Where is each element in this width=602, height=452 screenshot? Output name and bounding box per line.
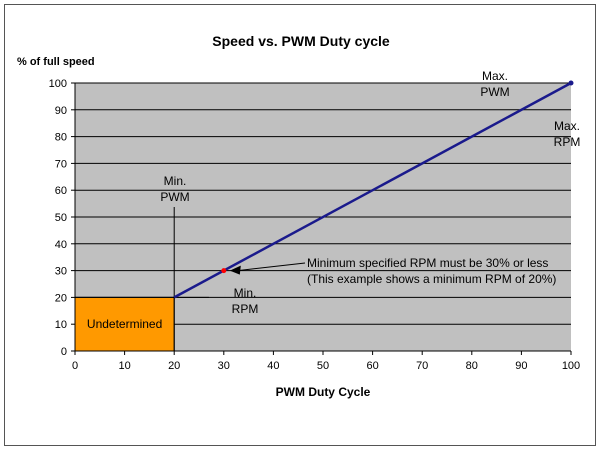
- grid-lines: [75, 82, 571, 325]
- speed-series-line: [173, 81, 572, 299]
- y-tick-label-100: 100: [49, 78, 67, 90]
- x-tick-label-100: 100: [562, 360, 580, 372]
- y-tick-label-30: 30: [55, 266, 67, 278]
- x-tick-label-30: 30: [218, 360, 230, 372]
- y-tick-label-50: 50: [55, 212, 67, 224]
- y-tick-label-90: 90: [55, 105, 67, 117]
- min-rpm-label-2: RPM: [232, 302, 259, 316]
- y-tick-label-70: 70: [55, 158, 67, 170]
- min-pwm-label-1: Min.: [164, 174, 187, 188]
- x-axis-label: PWM Duty Cycle: [276, 385, 371, 399]
- max-pwm-label-2: PWM: [480, 85, 509, 99]
- chart: Undetermined 0 10 20 30 40 50 60 70 80 90 100 0 10 2…: [5, 5, 595, 445]
- note-arrow: [237, 262, 306, 272]
- y-tick-label-80: 80: [55, 132, 67, 144]
- x-tick-label-20: 20: [168, 360, 180, 372]
- chart-frame: Undetermined 0 10 20 30 40 50 60 70 80 90 100 0 10 2…: [4, 4, 596, 446]
- x-tick-label-90: 90: [515, 360, 527, 372]
- undetermined-label: Undetermined: [87, 317, 162, 331]
- x-axis-ticks: 0 10 20 30 40 50 60 70 80 90 100: [72, 351, 580, 372]
- x-tick-label-10: 10: [118, 360, 130, 372]
- x-tick-label-80: 80: [466, 360, 478, 372]
- x-tick-label-50: 50: [317, 360, 329, 372]
- note-line-2: (This example shows a minimum RPM of 20%…: [307, 272, 556, 286]
- y-axis-ticks: 0 10 20 30 40 50 60 70 80 90 100: [49, 78, 75, 358]
- max-rpm-label-2: RPM: [554, 135, 581, 149]
- note-line-1: Minimum specified RPM must be 30% or les…: [307, 256, 548, 270]
- y-tick-label-60: 60: [55, 185, 67, 197]
- x-tick-label-0: 0: [72, 360, 78, 372]
- max-point-marker: [568, 80, 574, 86]
- min-30-marker: [221, 268, 227, 274]
- max-pwm-label-1: Max.: [482, 69, 508, 83]
- note-arrowhead: [229, 265, 241, 275]
- y-tick-label-0: 0: [61, 346, 67, 358]
- x-tick-label-70: 70: [416, 360, 428, 372]
- y-tick-label-40: 40: [55, 239, 67, 251]
- chart-title: Speed vs. PWM Duty cycle: [212, 33, 390, 49]
- max-rpm-label-1: Max.: [554, 119, 580, 133]
- y-tick-label-20: 20: [55, 292, 67, 304]
- x-tick-label-40: 40: [267, 360, 279, 372]
- x-tick-label-60: 60: [366, 360, 378, 372]
- y-axis-label: % of full speed: [17, 56, 95, 68]
- y-tick-label-10: 10: [55, 319, 67, 331]
- min-rpm-label-1: Min.: [234, 286, 257, 300]
- min-pwm-label-2: PWM: [160, 190, 189, 204]
